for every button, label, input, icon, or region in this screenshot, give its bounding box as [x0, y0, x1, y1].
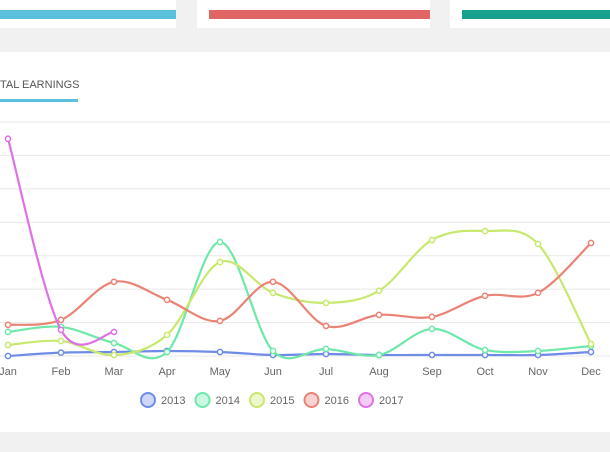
point	[534, 289, 542, 297]
point	[269, 347, 277, 355]
point	[216, 238, 224, 246]
point	[481, 346, 489, 354]
point	[428, 313, 436, 321]
legend-label: 2014	[216, 395, 240, 407]
point	[4, 135, 12, 143]
legend-label: 2015	[270, 395, 294, 407]
stat-bar	[209, 10, 430, 19]
point	[428, 236, 436, 244]
stat-bar	[462, 10, 610, 19]
legend-label: 2016	[325, 395, 349, 407]
legend-marker	[303, 392, 320, 408]
point	[375, 311, 383, 319]
point	[322, 299, 330, 307]
legend-marker	[249, 392, 265, 408]
point	[322, 345, 330, 353]
chart-card	[0, 52, 610, 432]
x-tick-label: Jul	[319, 366, 333, 378]
point	[587, 340, 595, 348]
point	[4, 328, 12, 336]
point	[375, 351, 383, 359]
legend-marker	[194, 392, 211, 408]
x-tick-label: Oct	[476, 366, 493, 378]
point	[57, 316, 65, 324]
point	[534, 240, 542, 248]
x-tick-label: Feb	[52, 366, 71, 378]
point	[428, 325, 436, 333]
tab-underline	[0, 99, 78, 102]
x-tick-label: Dec	[581, 366, 601, 378]
point	[269, 289, 277, 297]
point	[428, 351, 436, 359]
point	[269, 278, 277, 286]
x-tick-label: Jan	[0, 366, 17, 378]
x-tick-label: May	[210, 366, 231, 378]
x-tick-label: Mar	[105, 366, 124, 378]
legend-marker	[358, 392, 374, 408]
x-tick-label: Nov	[528, 366, 548, 378]
legend-label: 2017	[379, 395, 403, 407]
point	[216, 317, 224, 325]
point	[110, 328, 118, 336]
point	[110, 339, 118, 347]
tab-title[interactable]: TAL EARNINGS	[0, 79, 79, 91]
point	[322, 322, 330, 330]
x-tick-label: Aug	[369, 366, 389, 378]
point	[375, 287, 383, 295]
point	[587, 348, 595, 356]
point	[216, 348, 224, 356]
point	[110, 278, 118, 286]
point	[57, 326, 65, 334]
x-tick-label: Apr	[158, 366, 175, 378]
point	[57, 337, 65, 345]
point	[481, 227, 489, 235]
line	[6, 138, 115, 346]
line	[7, 349, 592, 358]
point	[163, 331, 171, 339]
point	[534, 347, 542, 355]
point	[216, 258, 224, 266]
point	[163, 348, 171, 356]
line	[7, 242, 592, 329]
legend-label: 2013	[161, 395, 185, 407]
stat-bar	[0, 10, 176, 19]
point	[4, 352, 12, 360]
point	[481, 292, 489, 300]
point	[57, 349, 65, 357]
point	[4, 341, 12, 349]
x-tick-label: Jun	[264, 366, 282, 378]
point	[110, 351, 118, 359]
point	[587, 239, 595, 247]
point	[163, 296, 171, 304]
point	[4, 321, 12, 329]
legend-marker	[140, 392, 156, 408]
x-tick-label: Sep	[422, 366, 442, 378]
